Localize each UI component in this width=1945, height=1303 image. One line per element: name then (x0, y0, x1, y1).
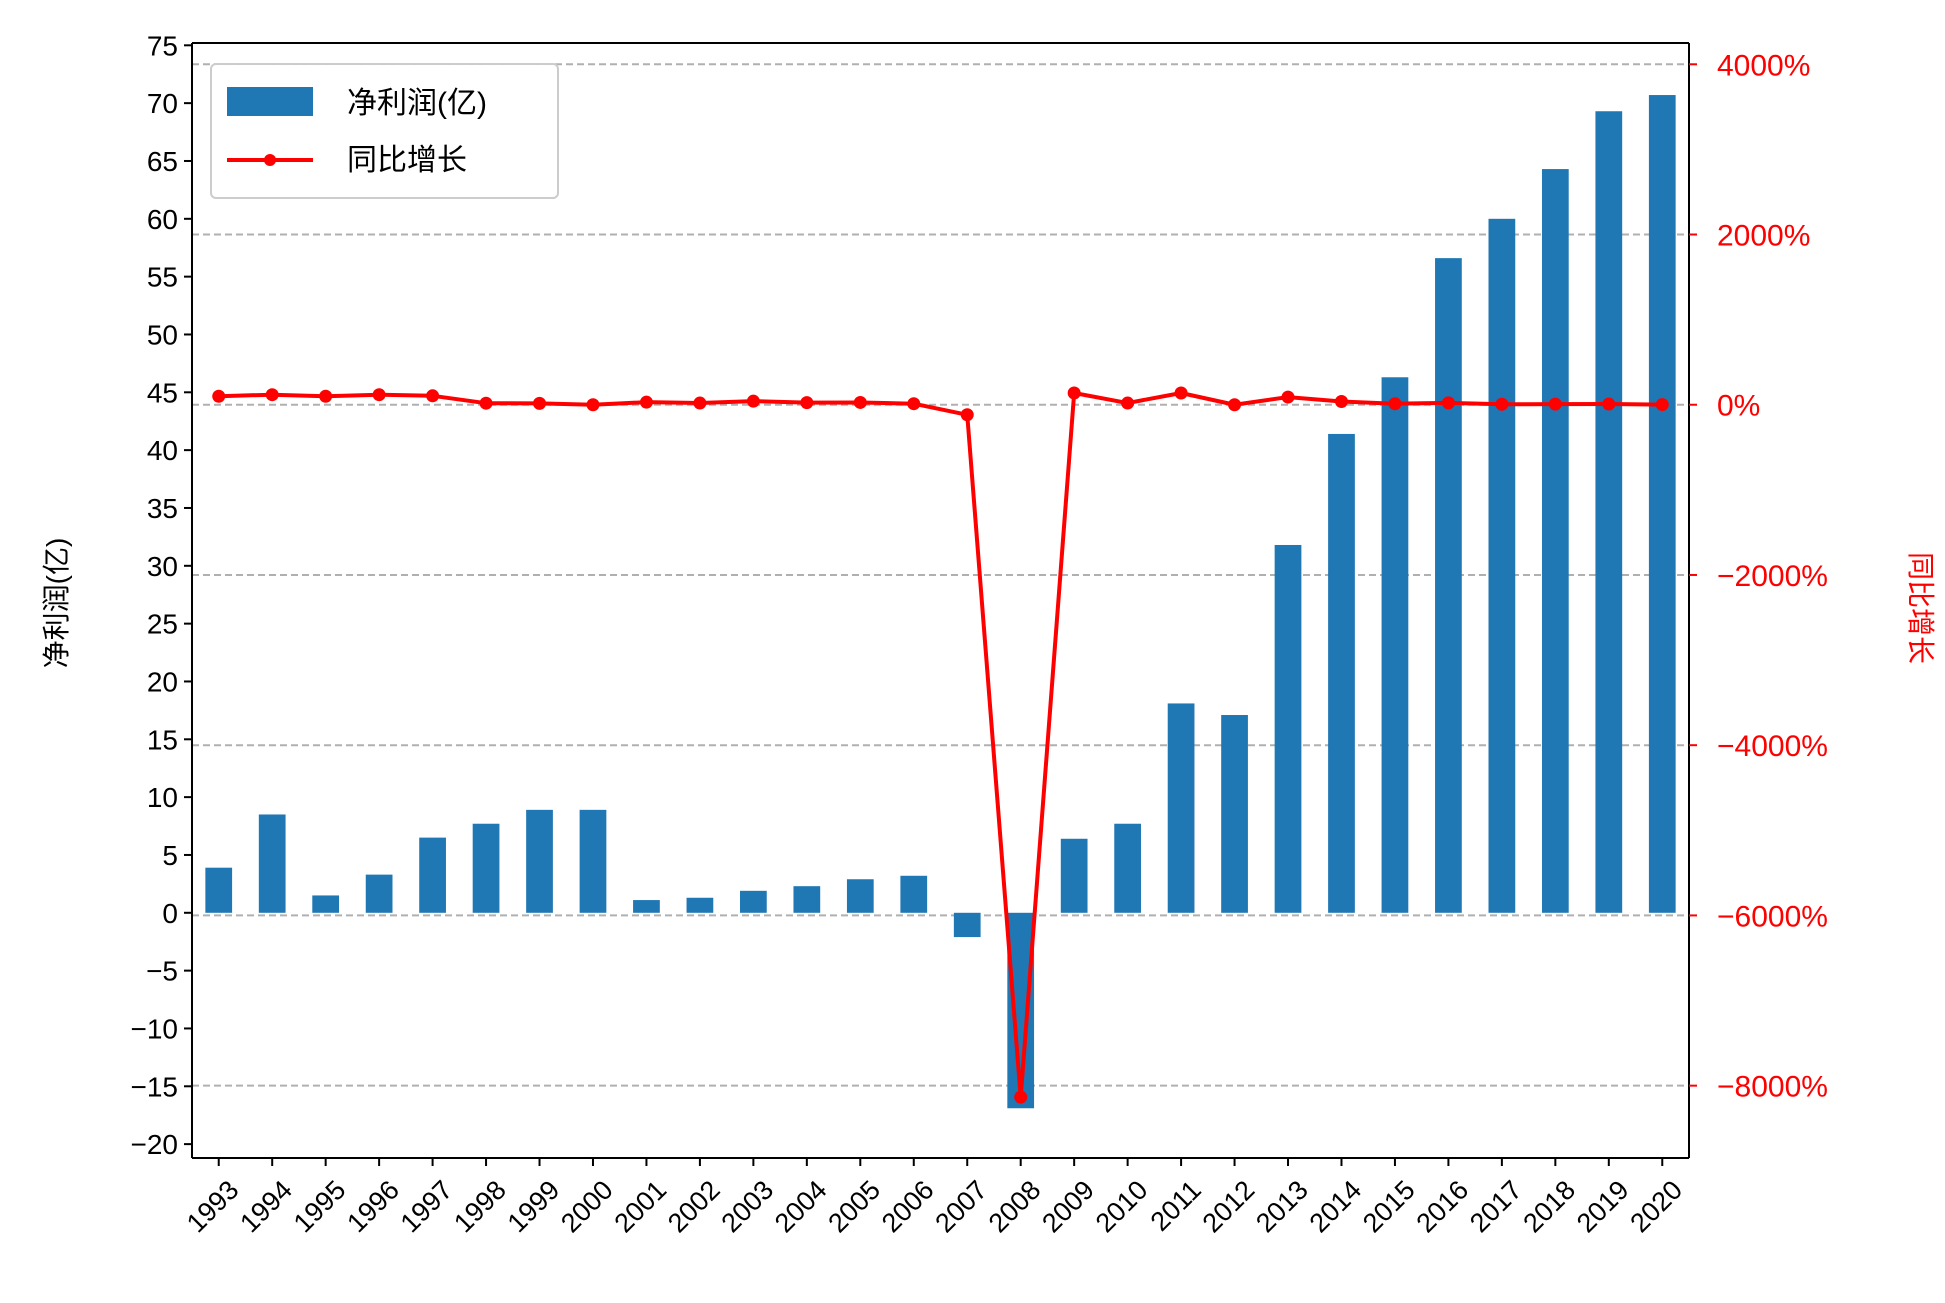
left-tick-label: 45 (147, 377, 178, 408)
bar-2020 (1649, 95, 1676, 913)
bar-2002 (687, 898, 714, 913)
left-tick-label: 65 (147, 146, 178, 177)
bar-1994 (259, 814, 286, 912)
left-tick-label: 70 (147, 88, 178, 119)
left-tick-label: −15 (131, 1071, 179, 1102)
growth-marker-2019 (1602, 398, 1615, 411)
growth-marker-2005 (854, 396, 867, 409)
left-tick-label: −10 (131, 1013, 179, 1044)
legend-label-yoy-growth: 同比增长 (347, 144, 467, 177)
legend-bar-swatch (227, 87, 313, 116)
bar-2000 (580, 810, 607, 913)
bar-2005 (847, 879, 874, 913)
left-tick-label: 60 (147, 204, 178, 235)
right-tick-label: −6000% (1717, 900, 1828, 933)
left-tick-label: 25 (147, 609, 178, 640)
growth-marker-2014 (1335, 395, 1348, 408)
right-tick-label: 4000% (1717, 49, 1810, 82)
bar-2004 (793, 886, 820, 913)
growth-marker-1999 (533, 397, 546, 410)
growth-marker-1994 (266, 388, 279, 401)
bar-1993 (205, 868, 232, 913)
right-tick-label: −8000% (1717, 1071, 1828, 1104)
left-tick-label: 35 (147, 493, 178, 524)
growth-marker-2010 (1121, 397, 1134, 410)
right-tick-label: 0% (1717, 390, 1760, 423)
growth-marker-2013 (1282, 391, 1295, 404)
bar-1999 (526, 810, 553, 913)
left-tick-label: 10 (147, 782, 178, 813)
legend: 净利润(亿) 同比增长 (211, 64, 558, 198)
y-axis-label-left: 净利润(亿) (41, 538, 72, 669)
growth-marker-2016 (1442, 396, 1455, 409)
bar-1998 (473, 824, 500, 913)
legend-frame (211, 64, 558, 198)
bar-2012 (1221, 715, 1248, 913)
bar-1995 (312, 895, 339, 912)
left-tick-label: 75 (147, 30, 178, 61)
growth-marker-1996 (373, 388, 386, 401)
growth-marker-2006 (907, 397, 920, 410)
growth-marker-2004 (800, 396, 813, 409)
bar-2006 (900, 876, 927, 913)
growth-marker-1997 (426, 389, 439, 402)
right-tick-label: −4000% (1717, 730, 1828, 763)
right-tick-label: 2000% (1717, 220, 1810, 253)
left-tick-label: 5 (162, 840, 178, 871)
left-tick-label: 50 (147, 319, 178, 350)
left-tick-label: 20 (147, 666, 178, 697)
bar-2010 (1114, 824, 1141, 913)
growth-marker-2012 (1228, 398, 1241, 411)
legend-line-marker (264, 154, 276, 166)
left-tick-label: −5 (146, 956, 178, 987)
growth-marker-2008 (1014, 1091, 1027, 1104)
growth-marker-1995 (319, 390, 332, 403)
bar-1997 (419, 838, 446, 913)
growth-marker-2017 (1495, 398, 1508, 411)
legend-label-net-profit: 净利润(亿) (347, 87, 487, 120)
growth-marker-2018 (1549, 398, 1562, 411)
left-tick-label: 0 (162, 898, 178, 929)
growth-marker-2007 (961, 408, 974, 421)
y-axis-label-right: 同比增长 (1905, 552, 1936, 664)
left-tick-label: 30 (147, 551, 178, 582)
growth-marker-2020 (1656, 398, 1669, 411)
left-tick-label: 40 (147, 435, 178, 466)
right-tick-label: −2000% (1717, 560, 1828, 593)
bar-2016 (1435, 258, 1462, 913)
growth-marker-2015 (1388, 397, 1401, 410)
bar-2018 (1542, 169, 1569, 913)
bar-2011 (1168, 703, 1195, 912)
growth-marker-2002 (693, 397, 706, 410)
left-tick-label: 15 (147, 724, 178, 755)
bar-1996 (366, 875, 393, 913)
left-tick-label: 55 (147, 262, 178, 293)
growth-marker-1998 (480, 397, 493, 410)
bar-2009 (1061, 839, 1088, 913)
bar-2014 (1328, 434, 1355, 913)
bar-2017 (1489, 219, 1516, 913)
growth-marker-2003 (747, 395, 760, 408)
bar-2013 (1275, 545, 1302, 913)
bar-2003 (740, 891, 767, 913)
growth-marker-2000 (586, 398, 599, 411)
bar-2007 (954, 913, 981, 937)
bar-2019 (1595, 111, 1622, 913)
growth-marker-2011 (1175, 386, 1188, 399)
left-tick-label: −20 (131, 1129, 179, 1160)
growth-marker-1993 (212, 390, 225, 403)
growth-marker-2009 (1068, 386, 1081, 399)
bar-2001 (633, 900, 660, 913)
bar-2015 (1382, 377, 1409, 913)
growth-marker-2001 (640, 396, 653, 409)
